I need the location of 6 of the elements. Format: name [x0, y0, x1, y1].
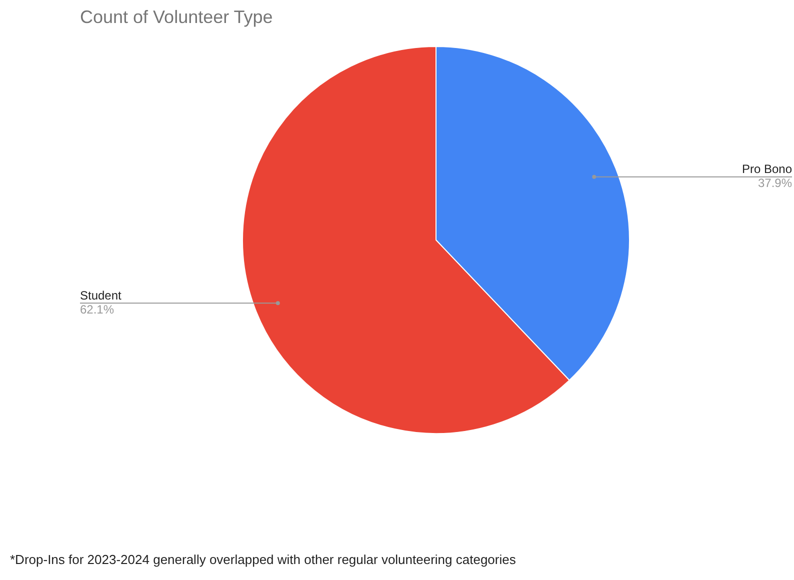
chart-title: Count of Volunteer Type [80, 6, 273, 27]
slice-label: Student [80, 288, 122, 302]
text: *Drop-Ins for 2023-2024 generally overlapped with other regular volunteering categories [10, 552, 516, 567]
data-label: 37.9% [758, 176, 792, 190]
data-label: 62.1% [80, 302, 114, 316]
slice-label: Pro Bono [742, 162, 792, 176]
